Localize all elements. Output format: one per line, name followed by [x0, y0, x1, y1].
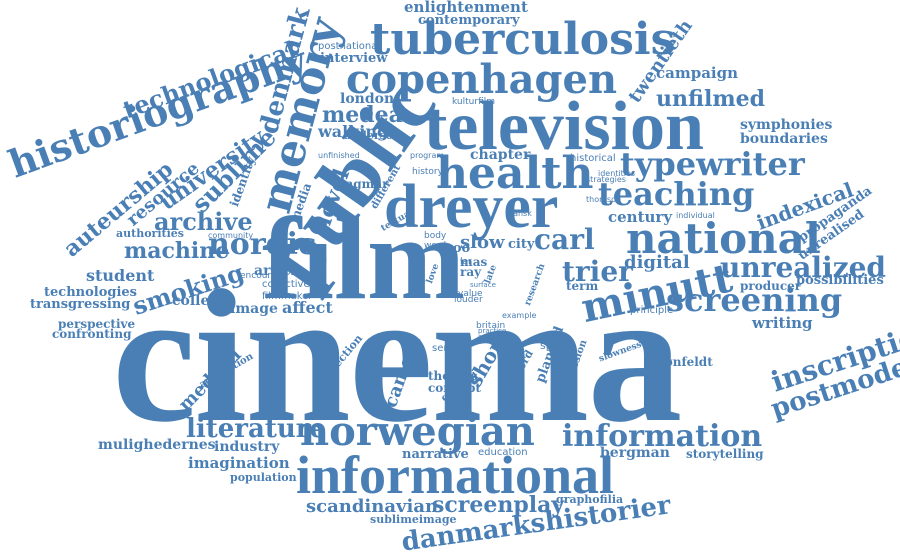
word-digital: digital — [624, 252, 690, 273]
word-confronting: confronting — [52, 327, 132, 341]
word-teaching: teaching — [598, 175, 755, 213]
word-grønfeldt: grønfeldt — [650, 355, 713, 369]
word-writing: writing — [752, 314, 813, 332]
word-possibilities: possibilities — [796, 273, 884, 288]
word-practice: practice — [478, 327, 507, 335]
word-city: city — [508, 237, 535, 252]
word-boundaries: boundaries — [740, 131, 828, 147]
word-interview: interview — [320, 51, 388, 66]
word-slow: slow — [460, 232, 505, 253]
word-informational: informational — [296, 445, 614, 505]
word-transgressing: transgressing — [30, 297, 131, 312]
word-imagination: imagination — [188, 454, 290, 472]
word-film: film — [262, 193, 466, 324]
word-historical: historical — [570, 153, 616, 164]
word-dreyer: dreyer — [384, 173, 559, 241]
word-article: article — [254, 263, 305, 279]
word-chapter: chapter — [470, 147, 531, 163]
word-principle: principle — [630, 305, 674, 316]
word-surface: surface — [470, 281, 496, 289]
word-campaign: campaign — [656, 64, 739, 82]
word-filmmaker: filmmaker — [262, 291, 313, 302]
word-bergman: bergman — [600, 445, 670, 461]
word-image: image — [230, 301, 278, 317]
word-unfinished: unfinished — [318, 151, 360, 160]
word-trier: trier — [562, 255, 633, 288]
word-symphonies: symphonies — [740, 117, 833, 133]
word-perspective: perspective — [58, 317, 136, 331]
word-value: value — [458, 289, 483, 299]
word-thomson: thomson — [586, 195, 622, 204]
word-britain: britain — [476, 321, 506, 331]
word-nordic: nordic — [208, 227, 317, 262]
word-narrative: narrative — [402, 447, 469, 462]
word-screening: screening — [666, 281, 843, 319]
word-strategies: strategies — [586, 175, 626, 184]
word-encounter: encounter — [240, 271, 286, 281]
word-screenplay: screenplay — [432, 492, 565, 518]
word-individual: individual — [676, 211, 715, 220]
word-collective: collective — [262, 279, 310, 290]
word-literature: literature — [186, 414, 327, 444]
word-population: population — [230, 471, 297, 484]
word-carl: carl — [534, 223, 595, 256]
word-ray: ray — [460, 265, 482, 279]
word-medea: medea — [322, 102, 403, 128]
word-affect: affect — [282, 298, 333, 317]
word-producer: producer — [740, 279, 802, 293]
word-anderson: anderson — [344, 129, 402, 142]
word-unrealized: unrealized — [720, 251, 886, 284]
word-identities: identities — [598, 169, 636, 178]
word-cinema: cinema — [112, 252, 682, 462]
word-norwegian: norwegian — [300, 408, 535, 455]
word-television: television — [424, 88, 704, 165]
word-thomas: thomas — [428, 369, 478, 383]
word-mas: mas — [460, 255, 488, 269]
word-contemporary: contemporary — [418, 13, 520, 28]
word-roo: roo — [446, 241, 471, 256]
word-louder: louder — [454, 295, 483, 305]
word-example: example — [502, 311, 537, 320]
word-space: space — [540, 339, 573, 352]
word-body: body — [424, 231, 447, 241]
word-history: history — [412, 167, 443, 177]
word-mulighedernes: mulighedernes — [98, 437, 216, 453]
word-program: program — [410, 151, 445, 160]
word-technologies: technologies — [44, 285, 137, 300]
word-storytelling: storytelling — [686, 447, 764, 461]
word-community: community — [208, 231, 254, 240]
word-copenhagen: copenhagen — [346, 56, 618, 103]
word-century: century — [608, 208, 673, 226]
word-typewriter: typewriter — [620, 145, 805, 183]
word-health: health — [436, 148, 594, 199]
word-authorities: authorities — [116, 227, 184, 240]
word-series: series — [432, 343, 462, 354]
word-word: word — [424, 241, 447, 251]
word-concept: concept — [428, 381, 481, 395]
word-postnational: postnational — [318, 41, 381, 52]
word-college: college — [172, 293, 229, 309]
word-lar: lar — [460, 257, 472, 267]
word-national: national — [626, 214, 821, 263]
word-dansk: dansk — [508, 209, 532, 218]
word-student: student — [86, 266, 155, 285]
word-ingmar: ingmar — [340, 177, 389, 191]
word-scandinavian: scandinavian — [306, 496, 439, 517]
word-london: london — [340, 91, 395, 107]
word-machine: machine — [124, 238, 230, 264]
word-walking: walking — [318, 122, 389, 141]
word-engage: engage — [478, 333, 505, 341]
word-graphofilia: graphofilia — [556, 493, 624, 506]
word-kulturfilm: kulturfilm — [452, 97, 496, 107]
word-sublimeimage: sublimeimage — [370, 513, 457, 526]
word-term: term — [566, 279, 599, 293]
word-information: information — [562, 419, 763, 454]
word-archive: archive — [154, 207, 253, 236]
word-unfilmed: unfilmed — [656, 86, 766, 112]
word-tuberculosis: tuberculosis — [370, 14, 676, 65]
word-education: education — [478, 447, 528, 458]
word-enlightenment: enlightenment — [404, 0, 528, 16]
word-industry: industry — [214, 439, 280, 455]
